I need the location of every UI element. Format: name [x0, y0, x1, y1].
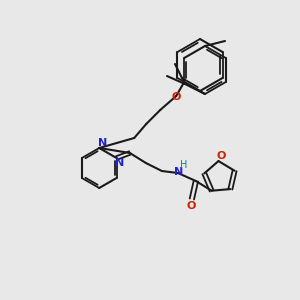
Text: H: H	[180, 160, 188, 170]
Text: O: O	[186, 201, 196, 211]
Text: O: O	[172, 92, 181, 102]
Text: N: N	[98, 138, 107, 148]
Text: N: N	[115, 158, 124, 168]
Text: O: O	[217, 151, 226, 161]
Text: N: N	[174, 167, 184, 177]
